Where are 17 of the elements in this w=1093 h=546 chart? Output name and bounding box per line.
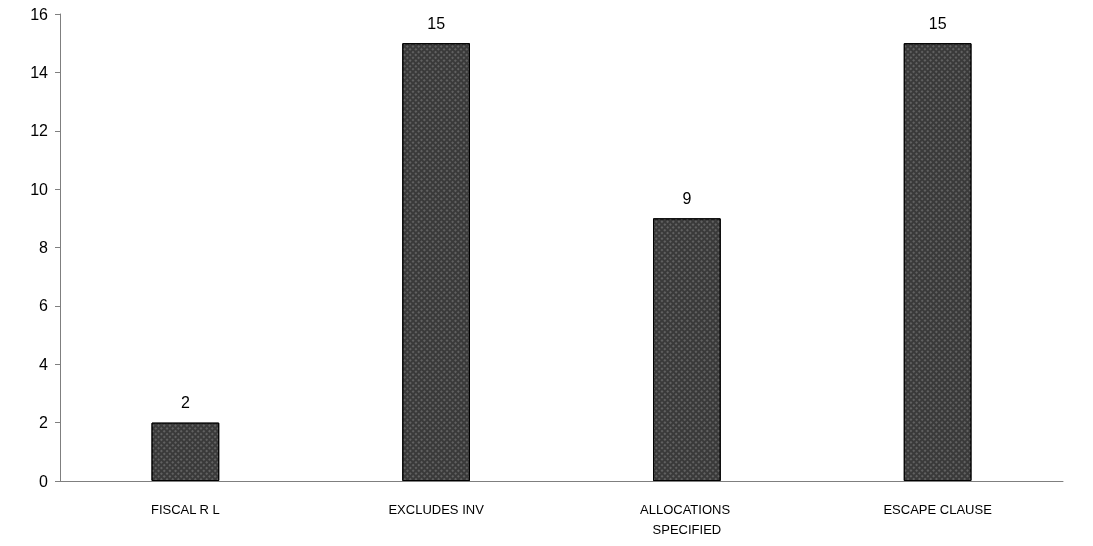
x-tick-label: EXCLUDES INV [388, 501, 485, 517]
data-label: 15 [427, 14, 446, 32]
x-tick-label: FISCAL R L [150, 501, 220, 517]
x-tick-label: ESCAPE CLAUSE [883, 501, 993, 517]
data-label: 9 [682, 189, 692, 207]
y-tick-label: 10 [30, 180, 49, 198]
y-tick-label: 6 [39, 297, 49, 315]
y-tick-label: 14 [30, 63, 49, 81]
x-tick-label: ALLOCATIONS SPECIFIED [640, 501, 734, 537]
y-tick-label: 12 [30, 122, 49, 140]
y-tick-label: 8 [39, 239, 49, 256]
data-label: 15 [928, 14, 947, 32]
y-tick-label: 2 [39, 414, 49, 432]
data-label: 2 [180, 394, 190, 412]
y-tick-label: 16 [30, 5, 49, 23]
y-tick-label: 4 [39, 355, 49, 373]
y-tick-label: 0 [39, 472, 49, 490]
